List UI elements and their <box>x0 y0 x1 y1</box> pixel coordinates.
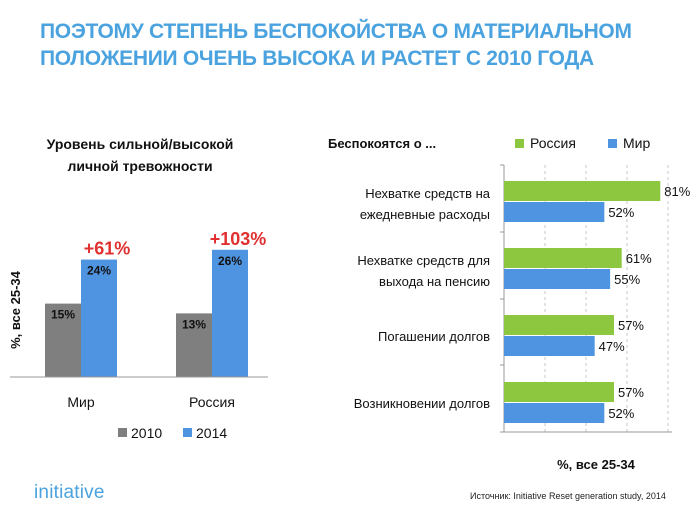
category-label-2-line-2: выхода на пенсию <box>379 274 490 289</box>
bar-label-russia-2: 61% <box>626 251 652 266</box>
page-title-line-1: ПОЭТОМУ СТЕПЕНЬ БЕСПОКОЙСТВА О МАТЕРИАЛЬ… <box>40 20 632 43</box>
category-label-2-line-1: Нехватке средств для <box>357 253 490 268</box>
anxiety-level-chart: Уровень сильной/высокой личной тревожност… <box>8 136 268 441</box>
bar-world-2 <box>504 269 611 289</box>
page-title-line-2: ПОЛОЖЕНИИ ОЧЕНЬ ВЫСОКА И РАСТЕТ С 2010 Г… <box>40 47 594 70</box>
bar-russia-4 <box>504 382 614 402</box>
concerns-chart: Беспокоятся о ... Россия Мир 81% 52% Нехватке… <box>328 135 691 472</box>
bar-label-world-1: 52% <box>608 205 634 220</box>
y-axis-label: %, все 25-34 <box>8 270 23 349</box>
bar-label-russia-1: 81% <box>664 184 690 199</box>
legend-swatch-2010 <box>118 428 127 437</box>
bar-label-world-3: 47% <box>599 339 625 354</box>
category-label-3-line-1: Погашении долгов <box>378 329 490 344</box>
legend-swatch-2014 <box>183 428 192 437</box>
bar-2014-1 <box>81 259 117 377</box>
legend-label-2014: 2014 <box>196 425 227 441</box>
growth-annotation-1: +61% <box>84 239 131 259</box>
category-label-1: Мир <box>67 394 94 410</box>
bar-world-1 <box>504 202 605 222</box>
chart-title: Беспокоятся о ... <box>328 136 436 151</box>
bar-label-world-4: 52% <box>608 406 634 421</box>
bar-label-world-2: 55% <box>614 272 640 287</box>
bar-label-russia-4: 57% <box>618 385 644 400</box>
initiative-logo: initiative <box>34 482 105 503</box>
bar-2010-2 <box>176 313 212 377</box>
growth-annotation-2: +103% <box>210 229 267 249</box>
legend-swatch-world <box>608 139 617 148</box>
page-title: ПОЭТОМУ СТЕПЕНЬ БЕСПОКОЙСТВА О МАТЕРИАЛЬ… <box>40 18 690 72</box>
category-label-4-line-1: Возникновении долгов <box>354 396 490 411</box>
bar-label-russia-3: 57% <box>618 318 644 333</box>
bar-russia-3 <box>504 315 614 335</box>
source-note: Источник: Initiative Reset generation st… <box>470 491 666 501</box>
bar-world-4 <box>504 403 605 423</box>
bar-russia-1 <box>504 181 661 201</box>
chart-title-line-1: Уровень сильной/высокой <box>47 136 234 152</box>
bar-2010-1 <box>45 303 81 377</box>
category-label-1-line-2: ежедневные расходы <box>360 207 490 222</box>
category-label-2: Россия <box>189 394 235 410</box>
legend-swatch-russia <box>515 139 524 148</box>
legend-label-2010: 2010 <box>131 425 162 441</box>
bar-world-3 <box>504 336 595 356</box>
chart-title-line-2: личной тревожности <box>67 158 212 174</box>
bar-label-2014-2: 26% <box>218 254 242 268</box>
bar-label-2010-2: 13% <box>182 317 206 331</box>
category-label-1-line-1: Нехватке средств на <box>365 186 491 201</box>
x-axis-label: %, все 25-34 <box>557 457 636 472</box>
bar-2014-2 <box>212 249 248 377</box>
bar-russia-2 <box>504 248 622 268</box>
bar-label-2010-1: 15% <box>51 308 75 322</box>
legend-label-world: Мир <box>623 135 650 151</box>
bar-label-2014-1: 24% <box>87 264 111 278</box>
legend-label-russia: Россия <box>530 135 576 151</box>
